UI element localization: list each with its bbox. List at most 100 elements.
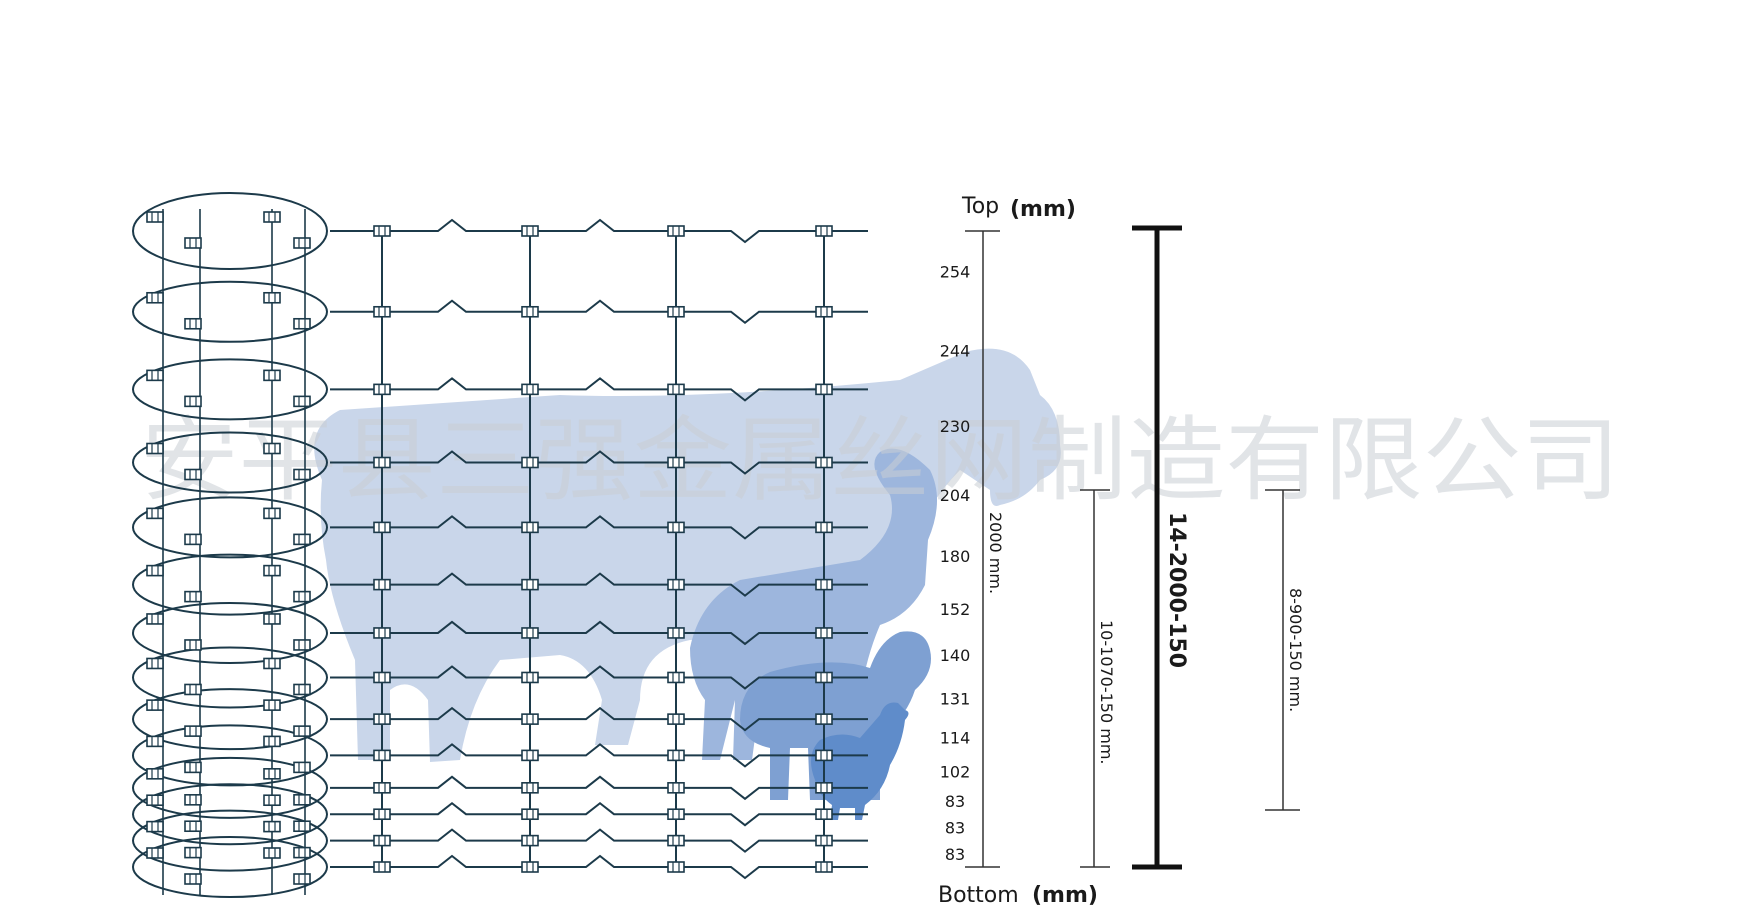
- spacing-value: 254: [940, 262, 971, 281]
- knot: [521, 671, 539, 684]
- line-wire: [330, 828, 868, 853]
- knot: [184, 794, 202, 806]
- knot: [667, 834, 685, 847]
- knot: [815, 749, 833, 762]
- knot: [373, 713, 391, 725]
- knot: [373, 749, 391, 762]
- knot: [373, 808, 391, 821]
- spacing-value: 204: [940, 486, 971, 505]
- knot: [263, 211, 281, 223]
- knot: [667, 225, 685, 237]
- knot: [263, 442, 281, 455]
- line-wire: [330, 620, 868, 646]
- knot: [263, 291, 281, 304]
- knot: [293, 846, 311, 859]
- line-wire: [330, 665, 868, 690]
- spacing-value: 180: [940, 547, 971, 566]
- line-wire: [330, 775, 868, 801]
- knot: [146, 507, 164, 520]
- knot: [184, 639, 202, 651]
- knot: [184, 725, 202, 737]
- knot: [184, 468, 202, 481]
- knot: [293, 761, 311, 774]
- knot: [815, 225, 833, 237]
- main-spec-label: 14-2000-150: [1164, 512, 1189, 668]
- fence-mesh: [330, 218, 868, 880]
- knot: [293, 873, 311, 885]
- knot: [293, 590, 311, 603]
- knot: [667, 782, 685, 794]
- knot: [293, 820, 311, 833]
- sheep-silhouette-icon: [740, 631, 931, 800]
- knot: [373, 225, 391, 237]
- knot: [667, 808, 685, 821]
- line-wire: [330, 743, 868, 768]
- line-wire: [330, 299, 868, 325]
- chicken-silhouette-icon: [811, 702, 909, 820]
- knot: [146, 847, 164, 859]
- cow-silhouette-icon: [314, 348, 1061, 762]
- knot: [263, 613, 281, 625]
- knot: [815, 578, 833, 591]
- coil-loop: [132, 688, 328, 751]
- knot: [184, 590, 202, 603]
- knot: [815, 834, 833, 847]
- knot: [521, 456, 539, 469]
- line-wire: [330, 706, 868, 732]
- knot: [521, 834, 539, 847]
- knot: [521, 782, 539, 794]
- coil-loop: [132, 192, 328, 270]
- knot: [146, 794, 164, 807]
- knot: [146, 657, 164, 670]
- knot: [263, 699, 281, 711]
- knot: [667, 749, 685, 762]
- knot: [521, 808, 539, 821]
- coil-loop: [132, 809, 328, 872]
- line-wire: [330, 515, 868, 540]
- line-wire: [330, 377, 868, 402]
- knot: [521, 627, 539, 639]
- knot: [815, 861, 833, 873]
- knot: [521, 225, 539, 237]
- knot: [263, 794, 281, 807]
- knot: [815, 383, 833, 396]
- bottom-label: Bottom: [938, 883, 1019, 908]
- spacing-value: 140: [940, 646, 971, 665]
- coil-loop: [132, 756, 328, 819]
- knot: [373, 578, 391, 591]
- knot: [373, 834, 391, 847]
- spacing-value: 83: [945, 845, 965, 864]
- mid-spec-label: 10-1070-150 mm.: [1097, 620, 1116, 765]
- knot: [815, 627, 833, 639]
- line-wire: [330, 801, 868, 827]
- knot: [667, 713, 685, 725]
- knot: [815, 456, 833, 469]
- coil-loop: [132, 496, 328, 559]
- spacing-value: 152: [940, 600, 971, 619]
- knot: [293, 395, 311, 408]
- knot: [373, 782, 391, 794]
- spacing-value: 131: [940, 689, 971, 708]
- knot: [263, 564, 281, 577]
- watermark-text: 安平县三强金属丝网制造有限公司: [140, 407, 1620, 514]
- knot: [146, 211, 164, 223]
- knot: [667, 521, 685, 534]
- total-height-label: 2000 mm.: [986, 512, 1005, 594]
- knot: [373, 521, 391, 534]
- knot: [184, 395, 202, 408]
- spacing-labels: 254 244 230 204 180 152 140 131 114 102 83 83 83: [940, 262, 971, 863]
- knot: [263, 507, 281, 520]
- knot: [815, 521, 833, 534]
- line-wire: [330, 572, 868, 597]
- knot: [373, 861, 391, 873]
- knot: [184, 873, 202, 885]
- knot: [373, 305, 391, 318]
- knot: [373, 627, 391, 639]
- knot: [815, 782, 833, 794]
- top-label: Top: [961, 194, 999, 219]
- knot: [815, 305, 833, 318]
- knot: [293, 725, 311, 737]
- knot: [373, 383, 391, 396]
- spacing-value: 230: [940, 417, 971, 436]
